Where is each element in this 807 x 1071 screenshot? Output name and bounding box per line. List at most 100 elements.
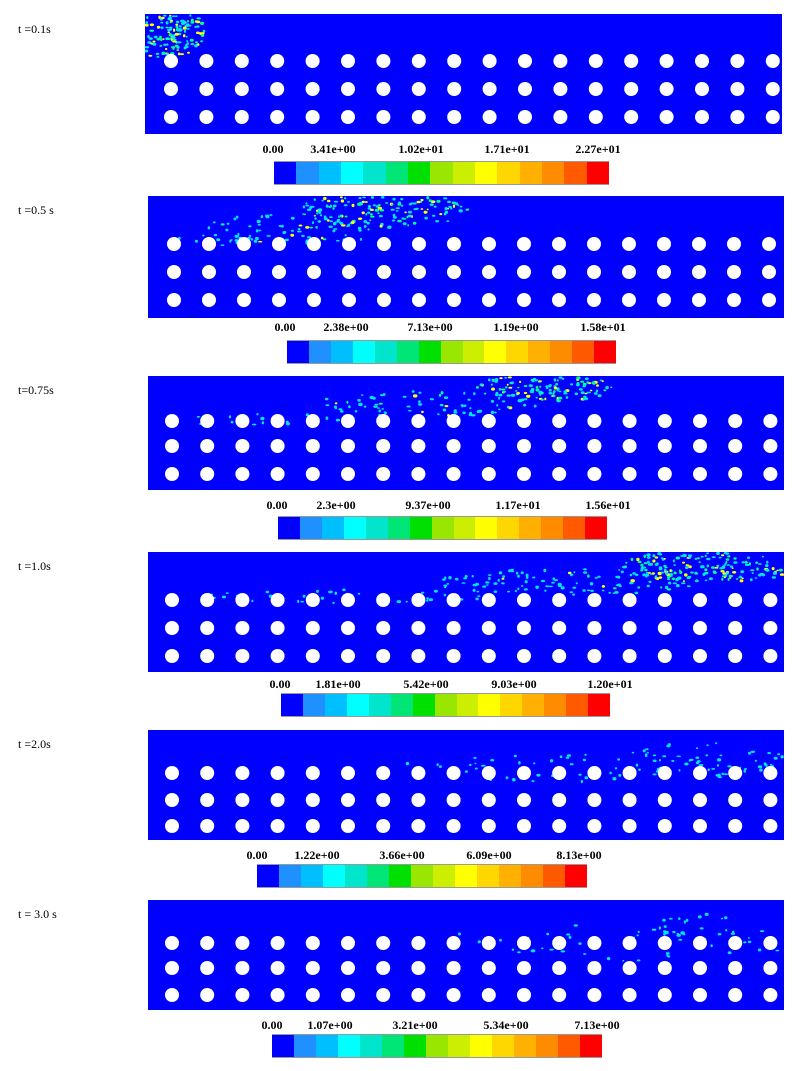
particle xyxy=(663,925,667,928)
particle xyxy=(475,597,479,601)
colorbar-segment xyxy=(279,865,301,887)
particle xyxy=(297,228,301,230)
particle xyxy=(622,565,627,569)
tube-circle xyxy=(728,414,743,428)
particle xyxy=(733,561,738,564)
particle xyxy=(171,36,176,39)
tube-circle xyxy=(237,237,251,251)
particle xyxy=(428,598,434,602)
tube-array xyxy=(164,54,780,124)
particle xyxy=(481,764,486,767)
particle xyxy=(341,224,346,227)
particle xyxy=(348,405,351,409)
particle xyxy=(706,744,709,747)
particle xyxy=(584,776,589,780)
tube-circle xyxy=(763,936,778,950)
colorbar-segment xyxy=(580,1035,602,1057)
particle xyxy=(721,772,725,775)
particle xyxy=(735,578,739,580)
particle xyxy=(508,569,512,573)
tube-circle xyxy=(447,293,461,307)
tube-circle xyxy=(305,961,320,975)
tick-label: 3.41e+00 xyxy=(310,142,356,156)
particle xyxy=(757,563,762,565)
tube-circle xyxy=(728,649,743,663)
tube-circle xyxy=(376,793,391,807)
particle xyxy=(490,399,495,403)
particle xyxy=(668,917,673,920)
tube-circle xyxy=(341,961,355,975)
particle xyxy=(696,557,700,560)
particle xyxy=(554,579,559,582)
tube-circle xyxy=(657,793,672,807)
particle xyxy=(618,585,622,588)
particle xyxy=(439,213,443,216)
particle xyxy=(532,576,536,579)
tube-circle xyxy=(622,593,637,607)
particle xyxy=(641,566,647,569)
tube-circle xyxy=(200,819,215,833)
tube-circle xyxy=(765,110,780,124)
particle xyxy=(544,589,547,592)
tube-circle xyxy=(659,110,674,124)
particle xyxy=(776,569,780,572)
tick-label: 0.00 xyxy=(261,1018,283,1032)
particle xyxy=(306,208,312,211)
particle xyxy=(433,205,437,208)
particle xyxy=(618,773,622,777)
tube-circle xyxy=(517,819,531,833)
tube-circle xyxy=(341,82,355,96)
colorbar-segment xyxy=(452,162,475,184)
particle xyxy=(525,573,529,577)
particle xyxy=(444,207,448,211)
particle xyxy=(583,395,587,398)
particle xyxy=(185,23,190,27)
colorbar-segment xyxy=(352,341,375,363)
colorbar-segment xyxy=(514,1035,536,1057)
tube-circle xyxy=(482,82,497,96)
particle xyxy=(261,421,265,425)
tube-circle xyxy=(657,414,672,428)
particle xyxy=(444,405,449,408)
particle xyxy=(365,212,368,216)
tube-circle xyxy=(305,936,320,950)
particle xyxy=(601,589,605,592)
particle xyxy=(328,225,333,228)
particle xyxy=(282,232,286,235)
particle xyxy=(779,573,784,576)
tube-circle xyxy=(376,961,391,975)
tube-circle xyxy=(622,936,637,950)
tube-circle xyxy=(728,793,743,807)
tube-circle xyxy=(411,110,426,124)
particle xyxy=(744,563,750,566)
particle xyxy=(516,391,520,395)
tube-circle xyxy=(763,819,778,833)
particle xyxy=(400,204,404,207)
tick-label: 1.56e+01 xyxy=(585,498,631,512)
particle xyxy=(678,938,683,941)
tube-circle xyxy=(165,793,179,807)
particle xyxy=(704,554,707,558)
colorbar-segment xyxy=(367,865,389,887)
tube-circle xyxy=(270,110,285,124)
particle xyxy=(284,238,289,242)
particle xyxy=(234,239,239,242)
particle xyxy=(290,233,295,237)
tube-circle xyxy=(587,793,602,807)
tube-circle xyxy=(376,414,391,428)
particle xyxy=(520,398,525,402)
tube-circle xyxy=(341,988,355,1002)
particle xyxy=(432,214,436,217)
particle xyxy=(731,930,735,933)
colorbar-segment xyxy=(338,1035,360,1057)
particle xyxy=(636,959,641,962)
particle xyxy=(424,216,428,220)
particle xyxy=(640,569,644,572)
particle xyxy=(305,202,308,205)
flow-domain xyxy=(148,900,784,1010)
tube-circle xyxy=(305,621,320,635)
tube-circle xyxy=(657,961,672,975)
colorbar-segment xyxy=(418,341,441,363)
particle xyxy=(495,391,499,394)
particle xyxy=(369,208,374,211)
